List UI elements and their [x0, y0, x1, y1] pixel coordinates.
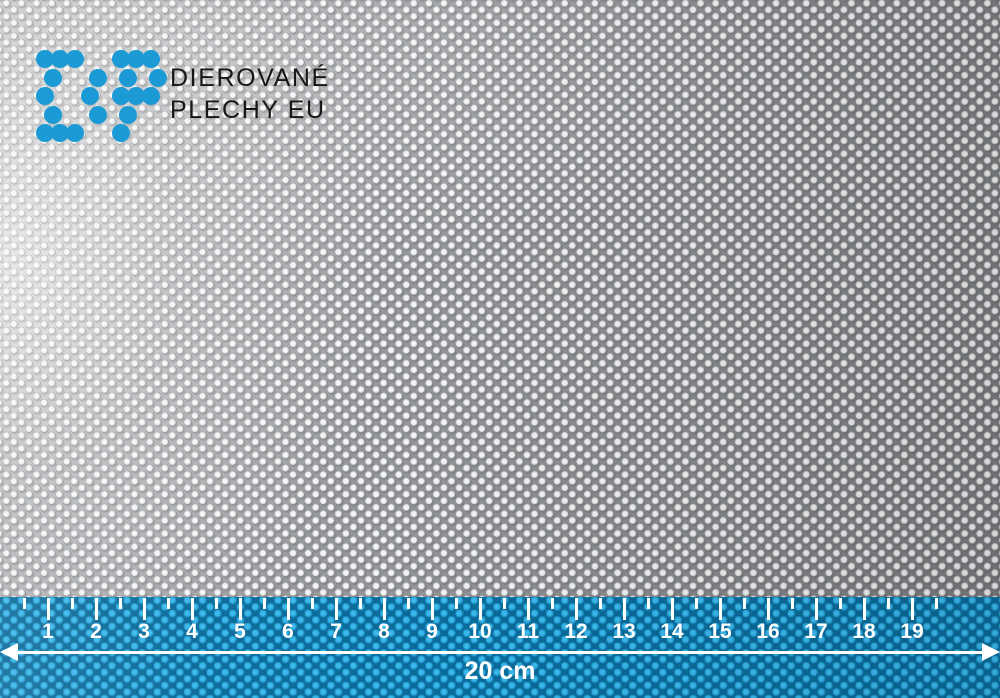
ruler-tick-label: 16: [756, 620, 780, 643]
ruler-tick-minor: [695, 598, 698, 609]
logo-dot: [43, 105, 62, 124]
ruler-tick-major: [671, 598, 674, 620]
ruler-tick-minor: [887, 598, 890, 609]
ruler-tick-label: 2: [90, 620, 102, 643]
logo-dot: [43, 68, 62, 87]
brand-logo-line2: PLECHY EU: [170, 96, 326, 124]
ruler-tick-major: [335, 598, 338, 620]
ruler-tick-marks: 1 2 3 4 5 6 7 8 9 10 11 12 13 14 15 16 17 18 19: [0, 597, 1000, 698]
logo-dot: [126, 50, 145, 68]
ruler-tick-major: [815, 598, 818, 620]
ruler-tick-label: 17: [804, 620, 828, 643]
brand-logo-text: DIEROVANÉ PLECHY EU: [170, 62, 330, 126]
logo-dot: [36, 87, 54, 106]
ruler-tick-major: [287, 598, 290, 620]
logo-dot: [119, 105, 138, 124]
ruler-tick-minor: [935, 598, 938, 609]
ruler-tick-label: 10: [468, 620, 492, 643]
logo-dot: [66, 50, 85, 68]
ruler-tick-major: [47, 598, 50, 620]
logo-dot: [88, 105, 107, 124]
brand-logo: DIEROVANÉ PLECHY EU: [36, 50, 330, 143]
logo-dot: [51, 50, 70, 68]
ruler-tick-label: 5: [234, 620, 246, 643]
ruler-tick-label: 14: [660, 620, 684, 643]
ruler-tick-minor: [455, 598, 458, 609]
logo-dot: [81, 87, 100, 106]
ruler-tick-major: [191, 598, 194, 620]
ruler-tick-major: [383, 598, 386, 620]
ruler-tick-label: 1: [42, 620, 54, 643]
ruler-tick-major: [767, 598, 770, 620]
ruler-tick-label: 6: [282, 620, 294, 643]
ruler-tick-label: 7: [330, 620, 342, 643]
ruler-tick-label: 18: [852, 620, 876, 643]
ruler-tick-minor: [215, 598, 218, 609]
ruler-tick-minor: [407, 598, 410, 609]
ruler-tick-minor: [23, 598, 26, 609]
ruler-tick-label: 13: [612, 620, 636, 643]
ruler-tick-major: [143, 598, 146, 620]
sheet-shading-overlay: [0, 0, 1000, 600]
scale-ruler: 1 2 3 4 5 6 7 8 9 10 11 12 13 14 15 16 17 18 19 20 cm: [0, 597, 1000, 698]
arrow-left-icon: [0, 643, 18, 661]
ruler-tick-major: [623, 598, 626, 620]
ruler-tick-major: [239, 598, 242, 620]
arrow-right-icon: [982, 643, 1000, 661]
logo-dot: [111, 124, 130, 143]
ruler-tick-label: 12: [564, 620, 588, 643]
ruler-tick-minor: [791, 598, 794, 609]
logo-dot: [111, 87, 130, 106]
scale-arrow-line: [14, 651, 986, 654]
ruler-tick-minor: [743, 598, 746, 609]
ruler-tick-major: [911, 598, 914, 620]
scale-length-label: 20 cm: [464, 657, 536, 685]
ruler-tick-major: [479, 598, 482, 620]
ruler-tick-minor: [119, 598, 122, 609]
logo-dot: [149, 68, 168, 87]
ruler-tick-minor: [839, 598, 842, 609]
logo-dot: [141, 87, 160, 106]
ruler-tick-minor: [167, 598, 170, 609]
ruler-tick-minor: [311, 598, 314, 609]
ruler-tick-minor: [599, 598, 602, 609]
ruler-tick-label: 8: [378, 620, 390, 643]
brand-logo-line1: DIEROVANÉ: [170, 64, 330, 92]
ruler-tick-minor: [647, 598, 650, 609]
ruler-tick-major: [719, 598, 722, 620]
ruler-tick-minor: [503, 598, 506, 609]
logo-dot: [36, 124, 54, 143]
ruler-tick-major: [575, 598, 578, 620]
ruler-tick-minor: [71, 598, 74, 609]
dp-dot-matrix-logo-icon: [36, 50, 168, 143]
logo-dot: [126, 87, 145, 106]
ruler-tick-minor: [551, 598, 554, 609]
ruler-tick-major: [863, 598, 866, 620]
ruler-tick-major: [95, 598, 98, 620]
ruler-tick-minor: [359, 598, 362, 609]
logo-dot: [51, 124, 70, 143]
ruler-tick-major: [431, 598, 434, 620]
logo-dot: [66, 124, 85, 143]
logo-dot: [119, 68, 138, 87]
ruler-tick-minor: [263, 598, 266, 609]
logo-dot: [88, 68, 107, 87]
ruler-hole-pattern: [0, 597, 1000, 698]
logo-dot: [111, 50, 130, 68]
ruler-tick-label: 9: [426, 620, 438, 643]
ruler-tick-label: 11: [516, 620, 540, 643]
ruler-tick-label: 19: [900, 620, 924, 643]
ruler-tick-label: 3: [138, 620, 150, 643]
ruler-tick-label: 15: [708, 620, 732, 643]
sheet-hole-pattern: [0, 0, 1000, 600]
ruler-tick-major: [527, 598, 530, 620]
ruler-tick-label: 4: [186, 620, 198, 643]
logo-dot: [36, 50, 54, 68]
logo-dot: [141, 50, 160, 68]
